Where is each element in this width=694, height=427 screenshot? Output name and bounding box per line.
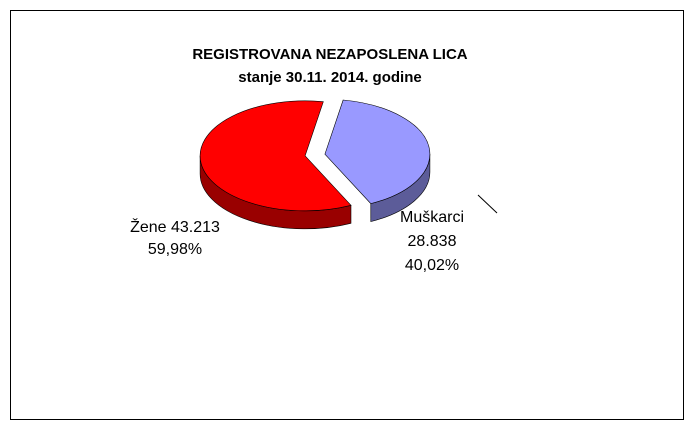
slice	[199, 100, 352, 212]
chart-subtitle: stanje 30.11. 2014. godine	[238, 69, 421, 86]
pie	[199, 99, 431, 230]
percentage-label: 40,02%	[405, 257, 459, 274]
slice-label: Žene 43.213	[130, 217, 220, 236]
value-label: 43.213	[171, 219, 220, 236]
chart-title: REGISTROVANA NEZAPOSLENA LICA	[192, 46, 467, 63]
category-label: Muškarci	[400, 209, 464, 226]
slice	[324, 99, 431, 204]
percentage-label: 59,98%	[148, 241, 202, 258]
category-label: Žene	[130, 217, 167, 236]
leader-line	[477, 194, 498, 214]
value-label: 28.838	[408, 233, 457, 250]
